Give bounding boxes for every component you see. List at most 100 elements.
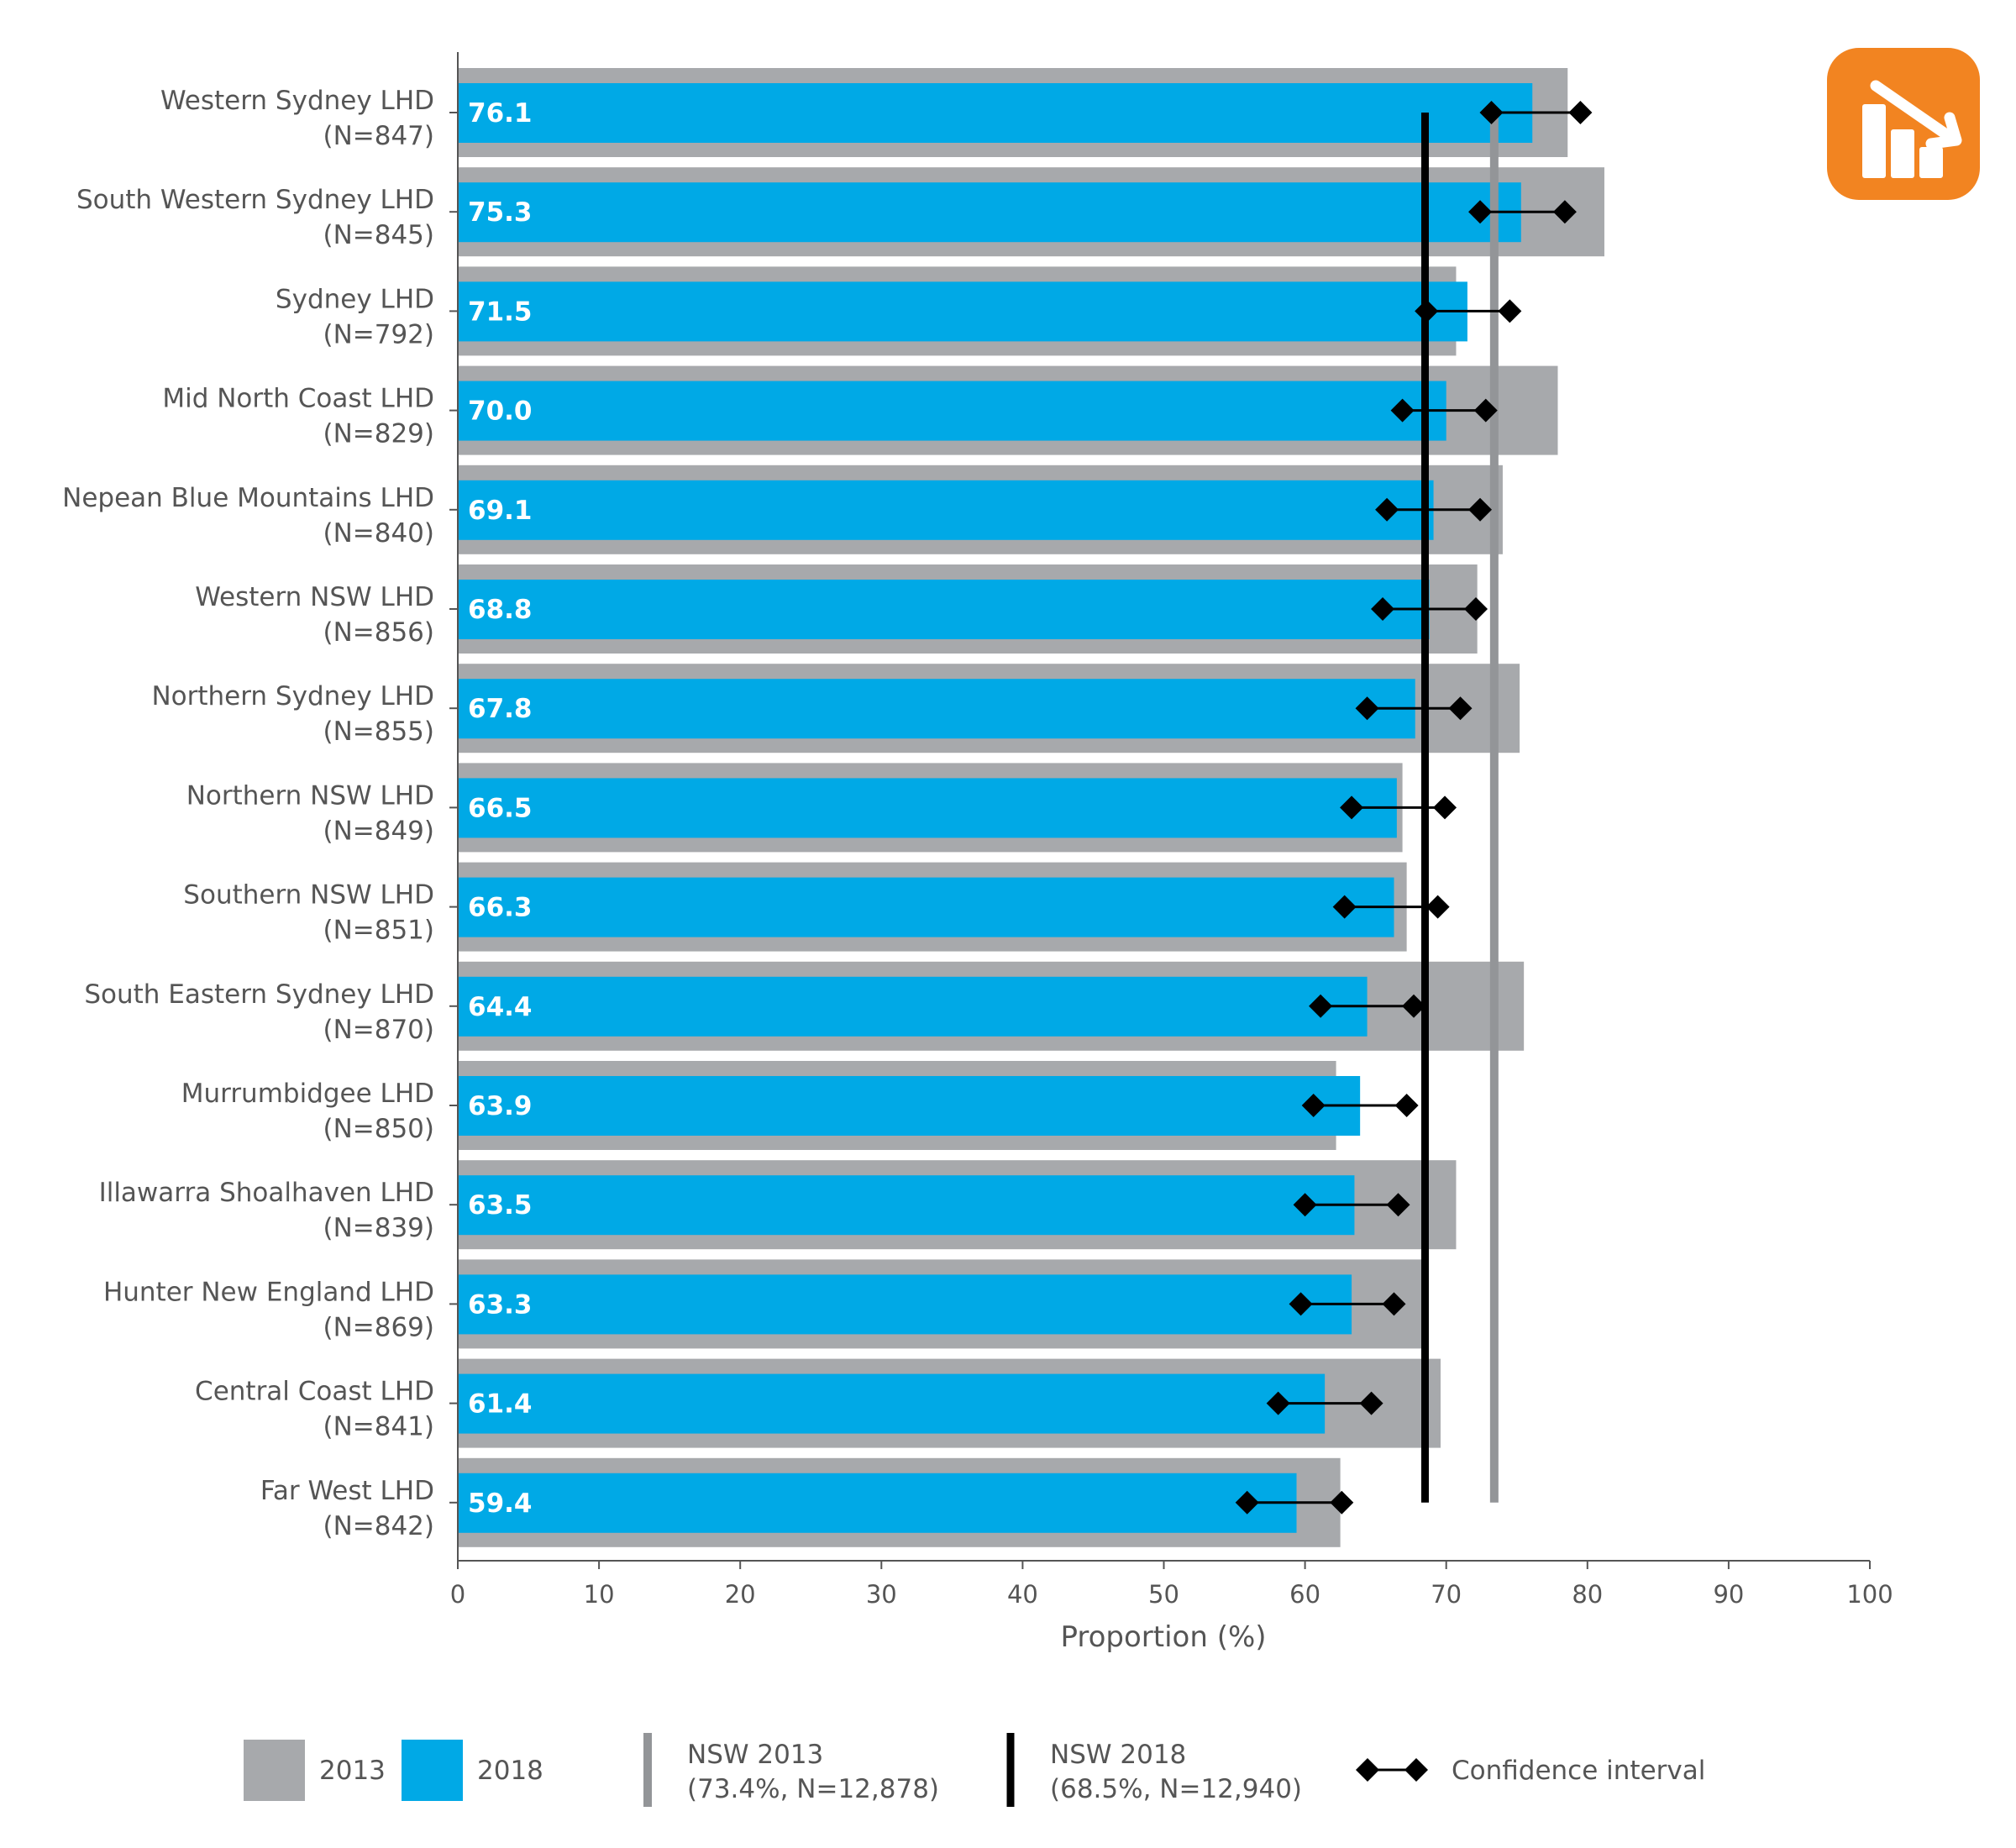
category-n-label: (N=847) [323,121,434,151]
category-n-label: (N=870) [323,1015,434,1045]
category-label: Western NSW LHD [195,582,434,612]
legend-ci-marker [1356,1758,1379,1782]
bar-2018 [458,1274,1352,1335]
ci-marker [1301,1094,1326,1117]
x-tick-label: 20 [725,1580,756,1609]
category-label: Central Coast LHD [195,1377,434,1407]
legend-label-2013: 2013 [319,1756,386,1786]
category-label: Illawarra Shoalhaven LHD [99,1178,434,1208]
category-label: Hunter New England LHD [103,1277,434,1307]
ci-marker [1355,696,1379,721]
bar-2018 [458,976,1368,1037]
legend-nsw-2018-label: NSW 2018 [1050,1740,1186,1770]
data-label-2018: 70.0 [468,396,533,427]
bar-2018 [458,580,1430,639]
category-label: Sydney LHD [276,284,434,314]
category-n-label: (N=851) [323,916,434,946]
data-label-2018: 63.5 [468,1190,533,1221]
bar-2018 [458,778,1397,838]
legend-swatch-2013 [244,1740,305,1801]
legend-ci-marker [1404,1758,1428,1782]
bar-2018 [458,182,1521,243]
bar-2018 [458,281,1467,342]
category-n-label: (N=845) [323,220,434,250]
data-label-2018: 67.8 [468,694,533,724]
ci-marker [1433,795,1457,820]
ci-marker [1394,1094,1419,1117]
ci-marker [1289,1292,1313,1316]
ci-marker [1330,1490,1354,1515]
category-n-label: (N=839) [323,1213,434,1243]
category-label: Northern NSW LHD [186,780,434,811]
legend-swatch-2018 [402,1740,463,1801]
category-label: Southern NSW LHD [183,880,434,911]
category-n-label: (N=842) [323,1511,434,1541]
data-label-2018: 76.1 [468,98,533,129]
ci-marker [1386,1193,1410,1217]
legend-nsw-2013-detail: (73.4%, N=12,878) [687,1774,939,1804]
ci-marker [1498,299,1522,323]
data-label-2018: 68.8 [468,595,533,625]
ci-marker [1359,1391,1383,1415]
ci-marker [1568,101,1593,124]
ci-marker [1468,200,1493,224]
ci-marker [1266,1391,1290,1415]
ci-marker [1371,597,1395,621]
legend-label-2018: 2018 [477,1756,543,1786]
category-n-label: (N=869) [323,1312,434,1342]
data-label-2018: 69.1 [468,496,533,526]
category-label: Western Sydney LHD [160,86,434,116]
bar-2018 [458,381,1446,441]
category-n-label: (N=829) [323,419,434,449]
category-n-label: (N=855) [323,717,434,747]
x-tick-label: 70 [1431,1580,1462,1609]
data-label-2018: 71.5 [468,297,533,327]
x-axis-label: Proportion (%) [1060,1620,1266,1654]
ci-marker [1479,101,1504,124]
category-label: Far West LHD [260,1476,434,1506]
bar-2018 [458,679,1415,739]
data-label-2018: 66.5 [468,793,533,823]
category-n-label: (N=792) [323,319,434,349]
ci-marker [1468,497,1493,522]
category-n-label: (N=849) [323,816,434,846]
ci-marker [1464,597,1488,621]
data-label-2018: 64.4 [468,992,533,1022]
bar-2018 [458,1076,1361,1136]
ci-marker [1425,895,1450,919]
bar-2018 [458,83,1533,143]
bar-2018 [458,877,1394,937]
bar-2018 [458,1473,1297,1533]
data-label-2018: 63.9 [468,1091,533,1121]
ci-marker [1402,994,1426,1018]
category-label: Nepean Blue Mountains LHD [62,483,434,513]
x-tick-label: 40 [1007,1580,1038,1609]
bar-2018 [458,1175,1355,1236]
ci-marker [1235,1490,1259,1515]
x-tick-label: 60 [1289,1580,1320,1609]
category-n-label: (N=841) [323,1412,434,1442]
ci-marker [1552,200,1577,224]
data-label-2018: 61.4 [468,1389,533,1420]
legend-ci-label: Confidence interval [1452,1756,1705,1786]
ci-marker [1375,497,1399,522]
ci-marker [1473,398,1498,423]
data-label-2018: 63.3 [468,1289,533,1320]
ci-marker [1340,795,1364,820]
ci-marker [1415,299,1439,323]
data-label-2018: 75.3 [468,197,533,228]
category-label: Mid North Coast LHD [162,384,434,414]
category-label: Murrumbidgee LHD [181,1079,434,1109]
category-label: South Western Sydney LHD [76,185,434,215]
ci-marker [1390,398,1415,423]
x-tick-label: 100 [1846,1580,1893,1609]
category-n-label: (N=850) [323,1114,434,1144]
x-tick-label: 10 [584,1580,615,1609]
x-tick-label: 50 [1148,1580,1179,1609]
x-tick-label: 80 [1572,1580,1603,1609]
legend-nsw-2018-detail: (68.5%, N=12,940) [1050,1774,1302,1804]
x-tick-label: 30 [866,1580,897,1609]
ci-marker [1382,1292,1406,1316]
category-n-label: (N=840) [323,518,434,549]
chart-decrease-icon [1827,48,1980,200]
